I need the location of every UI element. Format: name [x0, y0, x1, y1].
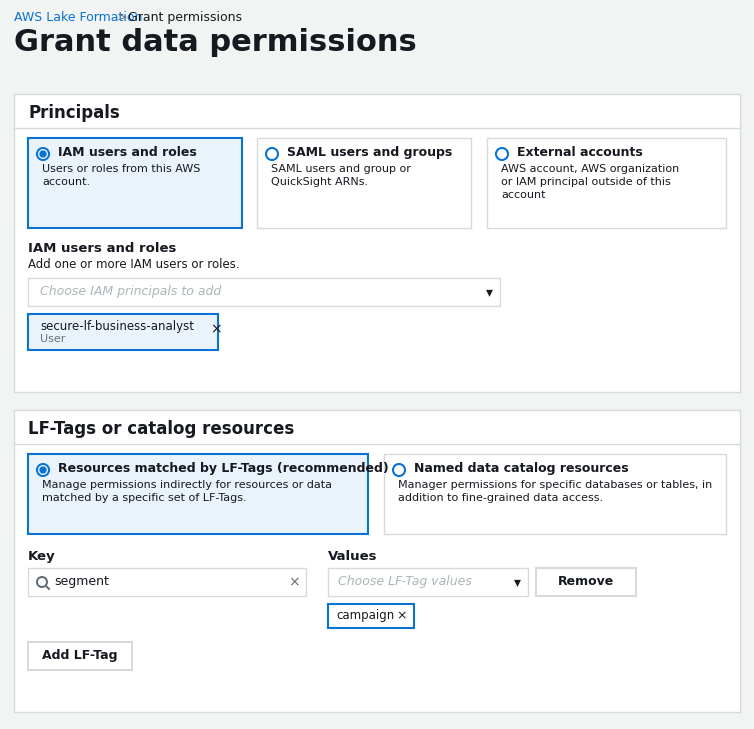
FancyBboxPatch shape	[328, 568, 528, 596]
Text: >: >	[117, 11, 127, 24]
Text: Values: Values	[328, 550, 378, 563]
Text: Manage permissions indirectly for resources or data
matched by a specific set of: Manage permissions indirectly for resour…	[42, 480, 332, 503]
Text: ▾: ▾	[514, 575, 521, 589]
Text: ×: ×	[210, 322, 222, 336]
FancyBboxPatch shape	[28, 642, 132, 670]
Text: Choose IAM principals to add: Choose IAM principals to add	[40, 285, 221, 298]
Text: Named data catalog resources: Named data catalog resources	[414, 462, 629, 475]
Circle shape	[393, 464, 405, 476]
Text: Key: Key	[28, 550, 56, 563]
Text: segment: segment	[54, 575, 109, 588]
FancyBboxPatch shape	[28, 454, 368, 534]
Text: Add one or more IAM users or roles.: Add one or more IAM users or roles.	[28, 258, 240, 271]
Text: campaign: campaign	[336, 609, 394, 622]
Text: secure-lf-business-analyst: secure-lf-business-analyst	[40, 320, 194, 333]
Text: Manager permissions for specific databases or tables, in
addition to fine-graine: Manager permissions for specific databas…	[398, 480, 713, 503]
Text: ×: ×	[396, 609, 406, 622]
Circle shape	[266, 148, 278, 160]
Text: Grant data permissions: Grant data permissions	[14, 28, 417, 57]
Text: Grant permissions: Grant permissions	[128, 11, 242, 24]
Text: User: User	[40, 334, 66, 344]
Text: Remove: Remove	[558, 575, 614, 588]
Text: ×: ×	[288, 575, 299, 589]
Text: IAM users and roles: IAM users and roles	[28, 242, 176, 255]
FancyBboxPatch shape	[257, 138, 471, 228]
Text: Resources matched by LF-Tags (recommended): Resources matched by LF-Tags (recommende…	[58, 462, 389, 475]
Text: AWS Lake Formation: AWS Lake Formation	[14, 11, 143, 24]
FancyBboxPatch shape	[14, 94, 740, 392]
FancyBboxPatch shape	[536, 568, 636, 596]
FancyBboxPatch shape	[28, 278, 500, 306]
FancyBboxPatch shape	[28, 138, 242, 228]
FancyBboxPatch shape	[14, 410, 740, 712]
Circle shape	[40, 467, 46, 473]
Text: Users or roles from this AWS
account.: Users or roles from this AWS account.	[42, 164, 201, 187]
Text: IAM users and roles: IAM users and roles	[58, 146, 197, 159]
Circle shape	[40, 151, 46, 157]
FancyBboxPatch shape	[28, 314, 218, 350]
Text: Add LF-Tag: Add LF-Tag	[42, 649, 118, 662]
Text: ▾: ▾	[486, 285, 493, 299]
Text: AWS account, AWS organization
or IAM principal outside of this
account: AWS account, AWS organization or IAM pri…	[501, 164, 679, 200]
Circle shape	[37, 464, 49, 476]
Text: SAML users and group or
QuickSight ARNs.: SAML users and group or QuickSight ARNs.	[271, 164, 411, 187]
FancyBboxPatch shape	[384, 454, 726, 534]
Circle shape	[496, 148, 508, 160]
Text: LF-Tags or catalog resources: LF-Tags or catalog resources	[28, 420, 294, 438]
Text: External accounts: External accounts	[517, 146, 642, 159]
FancyBboxPatch shape	[328, 604, 414, 628]
FancyBboxPatch shape	[28, 568, 306, 596]
Text: Choose LF-Tag values: Choose LF-Tag values	[338, 575, 472, 588]
Text: Principals: Principals	[28, 104, 120, 122]
Text: SAML users and groups: SAML users and groups	[287, 146, 452, 159]
FancyBboxPatch shape	[487, 138, 726, 228]
Circle shape	[37, 148, 49, 160]
